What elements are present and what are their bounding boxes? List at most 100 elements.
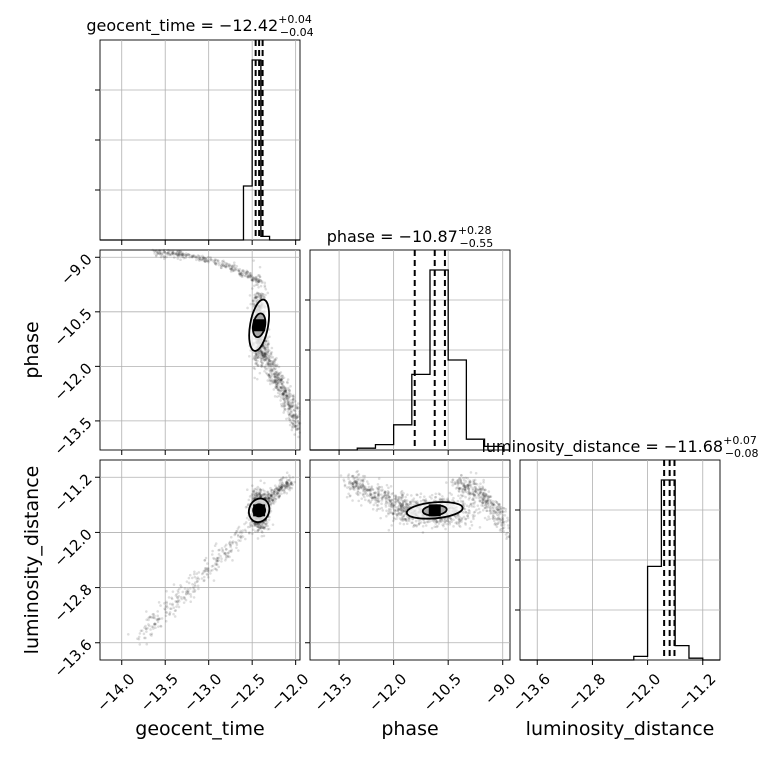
sample-point [450,493,453,496]
sample-point [491,517,495,520]
sample-point [161,254,164,258]
sample-point [248,275,252,278]
sample-point [250,278,254,282]
sample-point [405,519,409,522]
sample-point [287,474,291,477]
sample-point [232,263,235,267]
sample-point [457,490,461,493]
sample-point [220,560,223,563]
sample-point [281,392,285,396]
sample-point [283,387,286,390]
sample-point [285,491,289,495]
sample-point [296,415,300,418]
sample-point [256,279,260,283]
sample-point [263,357,266,361]
sample-point [277,489,281,493]
sample-point [273,490,277,493]
sample-point [292,408,296,412]
sample-point [290,405,293,408]
sample-point [157,617,161,621]
sample-point [433,525,437,529]
sample-point [277,377,281,380]
sample-point [269,362,273,366]
sample-point [160,252,163,256]
sample-point [377,477,381,480]
sample-point [294,415,298,419]
sample-point [251,524,255,528]
sample-point [454,516,458,520]
sample-point [152,612,155,616]
sample-point [506,524,510,527]
sample-point [249,523,252,527]
sample-point [353,482,357,485]
sample-point [245,272,249,276]
sample-point [290,421,294,425]
sample-point [456,482,460,485]
sample-point [222,264,226,267]
sample-point [479,491,483,495]
sample-point [469,520,473,524]
sample-point [278,488,281,491]
sample-point [204,567,208,570]
sample-point [468,527,472,530]
sample-point [214,262,217,266]
sample-point [281,404,284,408]
sample-point [265,493,269,497]
sample-point [251,302,255,306]
sample-point [423,495,426,498]
sample-point [256,281,260,284]
sample-point [367,485,371,489]
sample-point [390,503,393,507]
sample-point [214,542,218,545]
sample-point [293,406,297,410]
sample-point [158,251,162,255]
sample-point [394,497,398,500]
sample-point [500,519,503,523]
sample-point [255,494,259,497]
sample-point [401,493,404,497]
sample-point [218,261,221,265]
sample-point [376,492,380,496]
sample-point [460,473,463,477]
sample-point [366,488,369,492]
sample-point [288,407,292,411]
sample-point [251,532,254,535]
sample-point [482,493,485,497]
sample-point [245,516,249,520]
sample-point [226,554,230,558]
sample-point [428,520,431,523]
sample-point [268,335,271,339]
sample-point [253,293,256,297]
sample-point [176,254,180,258]
sample-point [251,299,255,302]
sample-point [271,381,274,385]
sample-point [283,401,287,405]
sample-point [259,351,262,354]
sample-point [275,363,279,367]
sample-point [260,494,264,498]
sample-point [254,493,257,496]
sample-point [288,405,292,408]
sample-point [221,548,225,552]
sample-point [368,493,371,497]
sample-point [276,378,280,382]
sample-point [412,525,415,528]
sample-point [154,249,158,252]
sample-point [280,378,283,381]
sample-point [481,508,485,512]
sample-point [252,351,256,354]
sample-point [393,509,397,512]
sample-point [402,522,406,526]
sample-point [260,365,263,368]
sample-point [250,484,254,487]
sample-point [262,359,266,362]
sample-point [485,506,488,509]
y-tick-label: −13.6 [50,636,95,681]
sample-point [205,572,209,576]
sample-point [247,518,251,522]
sample-point [462,515,466,519]
sample-point [220,557,223,561]
sample-point [439,520,443,524]
sample-point [393,503,396,507]
sample-point [268,375,271,379]
